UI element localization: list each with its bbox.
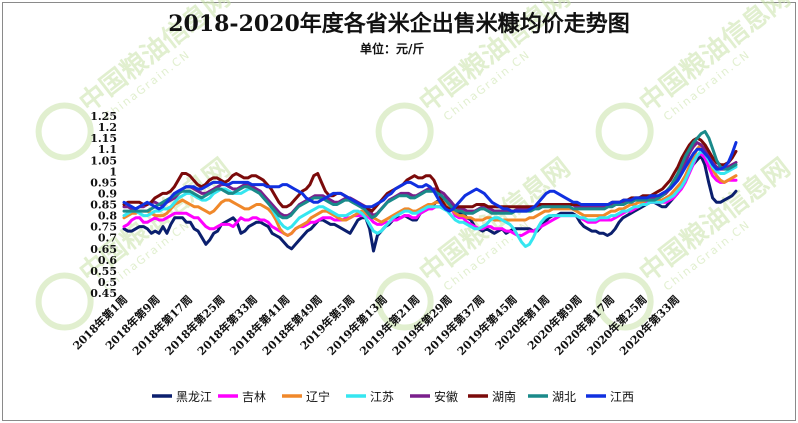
- series-line-湖北: [122, 130, 738, 220]
- y-tick-label: 1: [109, 165, 117, 178]
- series-line-江西: [122, 141, 738, 213]
- y-tick-label: 1.15: [90, 132, 117, 145]
- y-tick-label: 0.8: [98, 210, 117, 223]
- y-axis: 1.251.21.151.11.0510.950.90.850.80.750.7…: [90, 110, 117, 300]
- y-tick-label: 1.1: [98, 143, 117, 156]
- y-tick-label: 0.55: [90, 265, 117, 278]
- y-tick-label: 0.5: [98, 276, 117, 289]
- legend-label: 江苏: [370, 390, 394, 404]
- y-tick-label: 0.45: [90, 287, 117, 300]
- legend-label: 湖北: [552, 389, 576, 404]
- chart-title: 2018-2020年度各省米企出售米糠均价走势图: [168, 11, 630, 37]
- legend-label: 黑龙江: [176, 390, 212, 404]
- y-tick-label: 1.2: [98, 121, 117, 134]
- y-tick-label: 0.95: [90, 176, 117, 189]
- watermark-logo-icon: [35, 272, 94, 331]
- series-line-江苏: [122, 149, 738, 248]
- series-line-辽宁: [122, 143, 738, 237]
- x-axis: 2018年第1周2018年第9周2018年第17周2018年第25周2018年第…: [70, 292, 682, 358]
- legend-label: 安徽: [434, 389, 458, 404]
- legend-label: 辽宁: [306, 389, 330, 404]
- series-line-吉林: [122, 152, 738, 237]
- watermark-logo-icon: [375, 272, 434, 331]
- y-tick-label: 0.7: [98, 232, 117, 245]
- y-tick-label: 0.9: [98, 187, 117, 200]
- y-tick-label: 0.75: [90, 221, 117, 234]
- y-tick-label: 1.25: [90, 110, 117, 123]
- watermark-logo-icon: [35, 102, 94, 161]
- watermark-logo-icon: [375, 102, 434, 161]
- legend-label: 吉林: [242, 390, 266, 404]
- legend-label: 湖南: [492, 389, 516, 404]
- y-tick-label: 1.05: [90, 154, 117, 167]
- y-tick-label: 0.6: [98, 254, 117, 267]
- chart-subtitle: 单位：元/斤: [360, 42, 425, 56]
- legend: 黑龙江 吉林 辽宁 江苏 安徽 湖南 湖北 江西: [152, 389, 634, 404]
- series-layer: [122, 130, 738, 253]
- watermark-logo-icon: [595, 272, 654, 331]
- y-tick-label: 0.65: [90, 243, 117, 256]
- y-tick-label: 0.85: [90, 199, 117, 212]
- watermark-logo-icon: [595, 102, 654, 161]
- legend-label: 江西: [610, 390, 634, 404]
